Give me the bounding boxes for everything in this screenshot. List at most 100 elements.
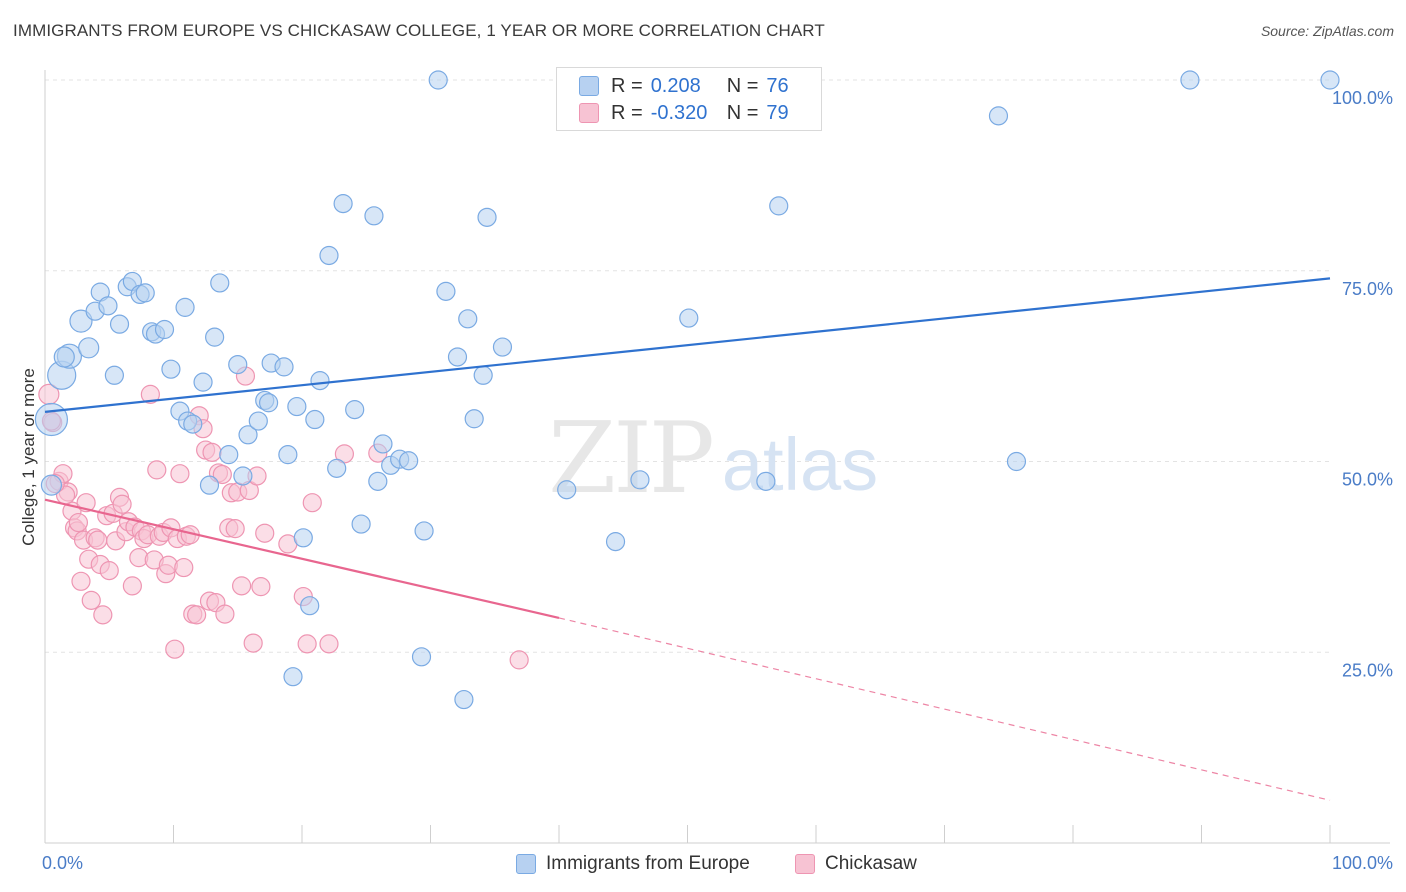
europe-point (248, 411, 268, 431)
europe-point (154, 319, 175, 340)
europe-point (287, 396, 307, 417)
europe-point (630, 470, 650, 490)
chickasaw-point (212, 464, 232, 485)
europe-point (258, 393, 279, 413)
legend-swatch-chickasaw (579, 103, 599, 123)
europe-point (988, 106, 1009, 126)
europe-point (436, 281, 456, 301)
europe-point (175, 297, 195, 317)
y-tick-label: 25.0% (1342, 660, 1393, 680)
bottom-legend-europe: Immigrants from Europe (516, 852, 750, 876)
europe-point (454, 689, 474, 710)
europe-point (34, 402, 69, 437)
bottom-legend-label-chickasaw: Chickasaw (825, 853, 917, 874)
europe-point (492, 337, 513, 357)
europe-point (1320, 70, 1340, 90)
legend-r-value: -0.320 (650, 101, 708, 124)
bottom-swatch-europe (516, 854, 536, 874)
legend-n-value: 79 (766, 101, 789, 124)
europe-point (193, 372, 213, 392)
europe-point (199, 475, 220, 495)
europe-point (477, 207, 497, 227)
europe-point (219, 445, 239, 465)
chickasaw-point (170, 464, 190, 484)
chickasaw-point (202, 442, 222, 462)
europe-point (53, 346, 75, 368)
chickasaw-point (122, 576, 142, 596)
europe-point (135, 283, 155, 303)
chart-title: IMMIGRANTS FROM EUROPE VS CHICKASAW COLL… (13, 21, 825, 40)
legend-row-chickasaw: R = -0.320 N = 79 (579, 100, 789, 126)
europe-point (104, 365, 124, 385)
europe-point (428, 70, 448, 90)
chickasaw-point (297, 634, 317, 654)
europe-point (473, 365, 493, 385)
y-tick-label: 75.0% (1342, 279, 1393, 299)
x-tick-label-max: 100.0% (1332, 853, 1393, 873)
trend-lines (44, 277, 1331, 801)
europe-point (364, 206, 384, 226)
tick-labels: 25.0% 50.0% 75.0% 100.0% 0.0% 100.0% (42, 88, 1393, 873)
europe-point (605, 532, 626, 552)
europe-point (679, 308, 699, 328)
europe-point (345, 400, 365, 420)
chickasaw-point (140, 384, 160, 404)
chickasaw-points (38, 366, 529, 670)
europe-point (210, 273, 230, 293)
europe-point (373, 434, 393, 454)
bottom-swatch-chickasaw (795, 854, 815, 874)
legend-swatch-europe (579, 76, 599, 96)
axes (44, 70, 1390, 844)
legend-r-value: 0.208 (650, 74, 701, 97)
europe-point (305, 409, 325, 430)
watermark: ZIP atlas (548, 402, 878, 516)
europe-point (368, 471, 388, 491)
chickasaw-point (243, 633, 263, 653)
europe-point (447, 347, 468, 367)
legend-n-label: N = (726, 101, 759, 124)
legend-n-label: N = (726, 74, 759, 97)
chickasaw-point (302, 493, 322, 513)
europe-point (228, 354, 248, 375)
bottom-legend-label-europe: Immigrants from Europe (546, 853, 750, 874)
europe-point (283, 667, 303, 687)
europe-point (205, 327, 225, 347)
europe-point (411, 647, 432, 667)
europe-point (399, 451, 419, 471)
chickasaw-trend-line (44, 498, 560, 619)
europe-point (351, 514, 371, 534)
europe-point (40, 474, 63, 496)
europe-point (78, 337, 100, 359)
correlation-legend: R = 0.208 N = 76 R = -0.320 N = 79 (556, 67, 822, 131)
chickasaw-point (81, 590, 101, 610)
chickasaw-point (99, 561, 119, 581)
chickasaw-point (112, 494, 132, 514)
chickasaw-point (319, 634, 339, 654)
europe-point (300, 596, 320, 616)
source-label: Source: ZipAtlas.com (1260, 23, 1394, 39)
europe-point (756, 471, 776, 491)
chickasaw-point (215, 604, 235, 624)
watermark-zip: ZIP (548, 402, 712, 516)
europe-point (464, 409, 484, 429)
chickasaw-point (71, 571, 91, 591)
europe-point (69, 309, 93, 333)
legend-r-label: R = (611, 101, 643, 124)
europe-point (1180, 70, 1200, 90)
europe-point (414, 521, 434, 541)
chickasaw-point (255, 523, 275, 543)
chickasaw-point (88, 530, 108, 550)
chickasaw-trend-extension (558, 617, 1331, 801)
chickasaw-point (165, 639, 185, 659)
y-tick-label: 50.0% (1342, 470, 1393, 490)
europe-point (274, 357, 294, 377)
europe-point (458, 309, 478, 329)
europe-point (319, 245, 339, 266)
chickasaw-point (187, 605, 207, 625)
europe-points (34, 70, 1340, 710)
europe-point (238, 425, 258, 445)
europe-point (98, 296, 118, 316)
legend-n-value: 76 (766, 74, 789, 97)
europe-point (1006, 451, 1027, 472)
